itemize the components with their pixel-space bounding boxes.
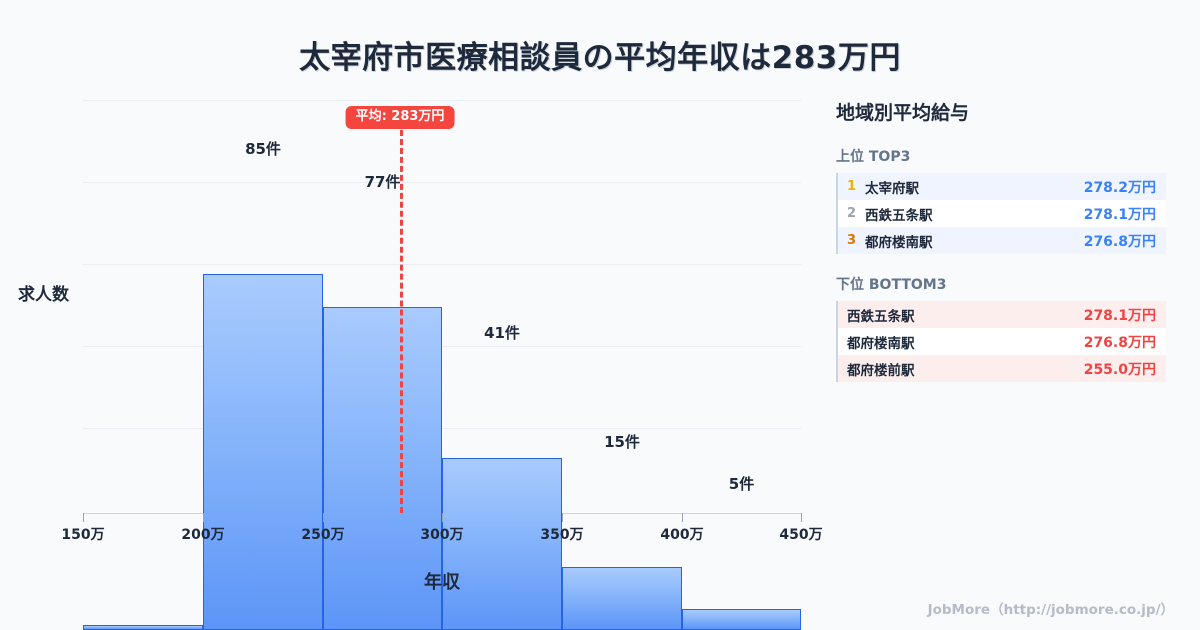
x-tick-label-4: 350万 [540, 527, 584, 543]
bar-label-250: 77件 [364, 173, 401, 191]
station-name: 西鉄五条駅 [865, 207, 933, 224]
average-badge: 平均: 283万円 [345, 106, 455, 130]
table-row[interactable]: 1 太宰府駅 278.2万円 [838, 173, 1166, 200]
station-name: 都府楼南駅 [847, 335, 915, 352]
side-panel-title: 地域別平均給与 [836, 102, 970, 124]
station-name: 都府楼南駅 [865, 234, 933, 251]
table-row[interactable]: 都府楼南駅 276.8万円 [838, 328, 1166, 355]
footer-watermark: JobMore（http://jobmore.co.jp/） [927, 602, 1174, 618]
bar-150[interactable] [83, 625, 203, 630]
top3-table: 1 太宰府駅 278.2万円 2 西鉄五条駅 278.1万円 3 都府楼南駅 2… [836, 173, 1166, 254]
x-tick-label-5: 400万 [660, 527, 704, 543]
bottom3-table: 西鉄五条駅 278.1万円 都府楼南駅 276.8万円 都府楼前駅 255.0万… [836, 301, 1166, 382]
average-line [400, 130, 403, 513]
x-tick-mark [203, 513, 204, 522]
gridline [83, 428, 801, 429]
x-tick-label-3: 300万 [420, 527, 464, 543]
salary-value: 255.0万円 [1083, 361, 1156, 378]
bar-200[interactable] [203, 274, 323, 630]
bar-label-400: 5件 [728, 475, 755, 493]
bottom3-section-label: 下位 BOTTOM3 [836, 277, 947, 293]
rank-number: 3 [847, 233, 857, 248]
histogram-chart: 85件 77件 41件 15件 5件 平均: 283万円 150万 200万 2… [18, 100, 823, 630]
bar-250[interactable] [323, 307, 442, 630]
salary-value: 276.8万円 [1083, 334, 1156, 351]
salary-value: 276.8万円 [1083, 233, 1156, 250]
table-row[interactable]: 3 都府楼南駅 276.8万円 [838, 227, 1166, 254]
y-axis-title: 求人数 [18, 285, 69, 305]
gridline [83, 182, 801, 183]
salary-value: 278.2万円 [1083, 179, 1156, 196]
station-name: 西鉄五条駅 [847, 308, 915, 325]
x-tick-mark [323, 513, 324, 522]
gridline [83, 264, 801, 265]
x-tick-mark [801, 513, 802, 522]
regional-salary-panel: 地域別平均給与 上位 TOP3 1 太宰府駅 278.2万円 2 西鉄五条駅 2… [836, 98, 1166, 402]
bar-300[interactable] [442, 458, 562, 630]
rank-number: 1 [847, 179, 857, 194]
station-name: 太宰府駅 [865, 180, 919, 197]
x-tick-mark [442, 513, 443, 522]
salary-value: 278.1万円 [1083, 307, 1156, 324]
x-tick-mark [83, 513, 84, 522]
x-tick-label-1: 200万 [181, 527, 225, 543]
plot-area [83, 100, 801, 513]
page-title: 太宰府市医療相談員の平均年収は283万円 [299, 40, 901, 76]
x-tick-label-0: 150万 [61, 527, 105, 543]
x-axis-title: 年収 [424, 572, 460, 593]
table-row[interactable]: 西鉄五条駅 278.1万円 [838, 301, 1166, 328]
table-row[interactable]: 2 西鉄五条駅 278.1万円 [838, 200, 1166, 227]
bar-label-350: 15件 [604, 433, 640, 451]
station-name: 都府楼前駅 [847, 362, 915, 379]
bar-400[interactable] [682, 609, 801, 630]
salary-value: 278.1万円 [1083, 206, 1156, 223]
rank-number: 2 [847, 206, 857, 221]
bar-350[interactable] [562, 567, 682, 630]
top3-section-label: 上位 TOP3 [836, 149, 911, 165]
x-tick-mark [562, 513, 563, 522]
gridline [83, 346, 801, 347]
x-tick-mark [682, 513, 683, 522]
bar-label-200: 85件 [245, 140, 281, 158]
x-tick-label-6: 450万 [779, 527, 823, 543]
x-tick-label-2: 250万 [301, 527, 345, 543]
bar-label-300: 41件 [484, 324, 520, 342]
gridline [83, 100, 801, 101]
table-row[interactable]: 都府楼前駅 255.0万円 [838, 355, 1166, 382]
